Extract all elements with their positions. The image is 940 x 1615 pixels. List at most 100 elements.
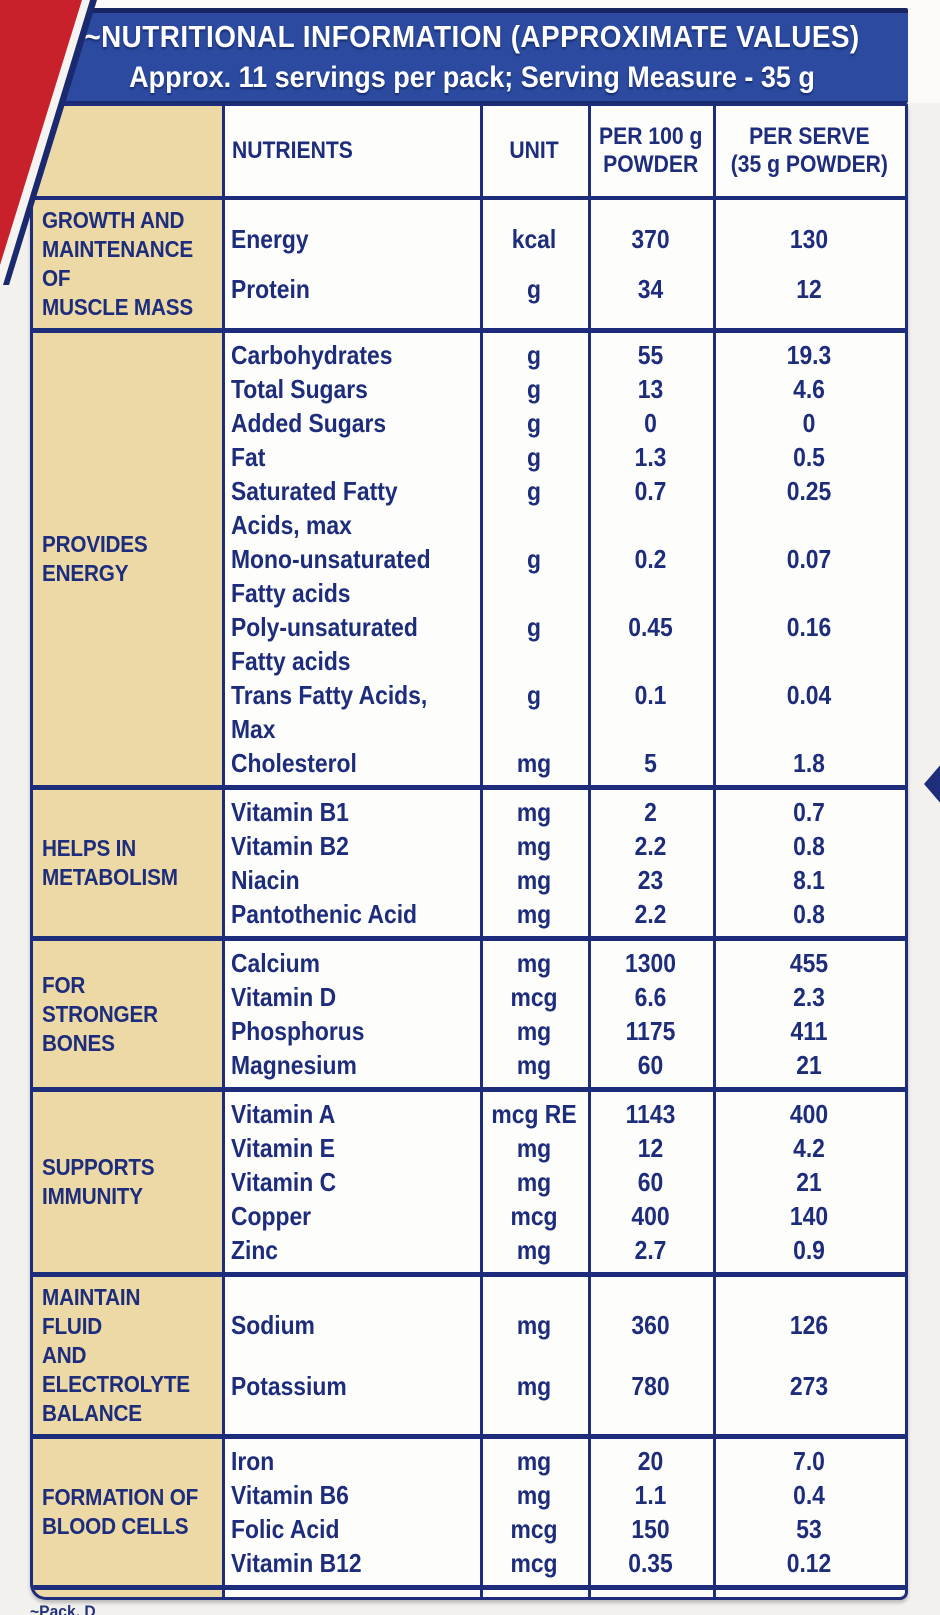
header-category-cell — [33, 106, 222, 196]
value-per-100g: 12 — [637, 1133, 664, 1163]
value-per-100g: 34 — [637, 274, 664, 305]
column-divider — [480, 106, 483, 1597]
nutrient-unit: g — [527, 442, 541, 472]
nutrient-unit: mg — [516, 1016, 552, 1046]
value-per-serve: 1.8 — [793, 748, 825, 778]
section-rows: Choline mg 107 37 Iodine mcg 55 19.3 Bio… — [222, 1590, 905, 1597]
section-rows: Energy kcal 370 130 Protein g 34 12 — [222, 200, 905, 328]
table-section: FORMATION OF BLOOD CELLS Iron mg 20 7.0 … — [33, 1434, 905, 1585]
header-unit-label: UNIT — [509, 137, 559, 164]
table-row: Vitamin B1 mg 2 0.7 — [222, 795, 905, 829]
nutrient-name: Pantothenic Acid — [231, 899, 418, 929]
nutrient-unit: mcg RE — [491, 1099, 577, 1129]
nutrient-name: Folic Acid — [231, 1514, 340, 1544]
nutrient-unit: mcg — [510, 982, 558, 1012]
nutrient-unit: g — [527, 544, 541, 574]
nutrient-name: Vitamin D — [231, 982, 337, 1012]
value-per-100g: 0.7 — [634, 476, 667, 506]
section-rows: Iron mg 20 7.0 Vitamin B6 mg 1.1 0.4 Fol… — [222, 1439, 905, 1585]
nutrient-name: Vitamin A — [231, 1099, 336, 1129]
value-per-100g: 60 — [637, 1167, 664, 1197]
nutrient-name: Trans Fatty Acids, Max — [231, 680, 428, 744]
value-per-100g: 5 — [644, 748, 657, 778]
nutrient-name: Magnesium — [231, 1050, 357, 1080]
table-section: MAINTAIN FLUID AND ELECTROLYTE BALANCE S… — [33, 1272, 905, 1434]
nutrient-unit: g — [527, 340, 541, 370]
header-nutrients-cell: NUTRIENTS — [222, 106, 480, 196]
section-category-label: HELPS IN METABOLISM — [42, 835, 178, 890]
nutrient-unit: g — [527, 612, 541, 642]
value-per-100g: 2.7 — [634, 1235, 667, 1265]
value-per-100g: 1.1 — [634, 1480, 667, 1510]
section-category-cell: HELPS IN METABOLISM — [33, 790, 222, 936]
footnote-text: ~Pack. D — [30, 1602, 96, 1615]
nutrient-name: Vitamin E — [231, 1133, 335, 1163]
table-row: Energy kcal 370 130 — [222, 222, 905, 256]
value-per-serve: 19.3 — [786, 340, 832, 370]
nutrient-unit: g — [527, 374, 541, 404]
section-rows: Vitamin A mcg RE 1143 400 Vitamin E mg 1… — [222, 1092, 905, 1272]
table-row: Potassium mg 780 273 — [222, 1369, 905, 1403]
nutrient-unit: mcg — [510, 1514, 558, 1544]
nutrient-name: Poly-unsaturated Fatty acids — [231, 612, 418, 676]
table-row: Poly-unsaturated Fatty acids g 0.45 0.16 — [222, 610, 905, 678]
table-row: Pantothenic Acid mg 2.2 0.8 — [222, 897, 905, 931]
value-per-100g: 150 — [631, 1514, 670, 1544]
nutrient-unit: mcg — [510, 1548, 558, 1578]
nutrient-unit: mg — [516, 1167, 552, 1197]
value-per-serve: 0.5 — [793, 442, 825, 472]
nutrient-name: Energy — [231, 223, 309, 254]
nutrient-name: Vitamin C — [231, 1167, 337, 1197]
value-per-serve: 0.9 — [793, 1235, 825, 1265]
value-per-serve: 4.6 — [793, 374, 825, 404]
value-per-100g: 0 — [644, 408, 657, 438]
left-arrow-icon — [924, 763, 940, 805]
nutrient-name: Vitamin B2 — [231, 831, 349, 861]
table-row: Calcium mg 1300 455 — [222, 946, 905, 980]
table-section: SUPPORTS IMMUNITY Vitamin A mcg RE 1143 … — [33, 1087, 905, 1272]
section-rows: Carbohydrates g 55 19.3 Total Sugars g 1… — [222, 333, 905, 785]
nutrient-name: Vitamin B12 — [231, 1548, 362, 1578]
table-row: Vitamin C mg 60 21 — [222, 1165, 905, 1199]
nutrient-name: Added Sugars — [231, 408, 387, 438]
header-per-100g-cell: PER 100 g POWDER — [588, 106, 713, 196]
value-per-serve: 455 — [789, 948, 829, 978]
value-per-100g: 23 — [637, 865, 664, 895]
value-per-serve: 0.16 — [786, 612, 832, 642]
table-row: Mono-unsaturated Fatty acids g 0.2 0.07 — [222, 542, 905, 610]
header-per-serve-cell: PER SERVE (35 g POWDER) — [713, 106, 905, 196]
column-divider — [713, 106, 716, 1597]
value-per-serve: 2.3 — [793, 982, 825, 1012]
nutrition-table: NUTRIENTS UNIT PER 100 g POWDER PER SERV… — [30, 103, 908, 1600]
value-per-serve: 21 — [796, 1050, 822, 1080]
section-category-label: SUPPORTS IMMUNITY — [42, 1154, 155, 1209]
value-per-serve: 53 — [796, 1514, 822, 1544]
nutrient-unit: g — [527, 476, 541, 506]
section-rows: Calcium mg 1300 455 Vitamin D mcg 6.6 2.… — [222, 941, 905, 1087]
table-row: Choline mg 107 37 — [222, 1595, 905, 1597]
table-header-row: NUTRIENTS UNIT PER 100 g POWDER PER SERV… — [33, 106, 905, 200]
section-category-cell: SUPPORTS IMMUNITY — [33, 1092, 222, 1272]
nutrient-name: Vitamin B6 — [231, 1480, 349, 1510]
value-per-serve: 0.4 — [793, 1480, 825, 1510]
table-section: HELPS IN METABOLISM Vitamin B1 mg 2 0.7 … — [33, 785, 905, 936]
section-category-cell: FORMATION OF BLOOD CELLS — [33, 1439, 222, 1585]
nutrient-name: Saturated Fatty Acids, max — [231, 476, 398, 540]
nutrient-name: Mono-unsaturated Fatty acids — [231, 544, 431, 608]
table-row: Iron mg 20 7.0 — [222, 1444, 905, 1478]
nutrient-unit: g — [527, 680, 541, 710]
table-row: Protein g 34 12 — [222, 272, 905, 306]
nutrient-name: Iron — [231, 1446, 275, 1476]
nutrient-unit: mg — [516, 797, 552, 827]
nutrient-unit: mg — [516, 948, 552, 978]
table-row: Trans Fatty Acids, Max g 0.1 0.04 — [222, 678, 905, 746]
value-per-100g: 13 — [637, 374, 664, 404]
value-per-100g: 1.3 — [634, 442, 667, 472]
value-per-100g: 2.2 — [634, 831, 667, 861]
value-per-100g: 0.45 — [628, 612, 673, 642]
value-per-100g: 2.2 — [634, 899, 667, 929]
nutrient-unit: mg — [516, 865, 552, 895]
value-per-100g: 0.35 — [628, 1548, 673, 1578]
value-per-100g: 60 — [637, 1050, 664, 1080]
table-row: Magnesium mg 60 21 — [222, 1048, 905, 1082]
